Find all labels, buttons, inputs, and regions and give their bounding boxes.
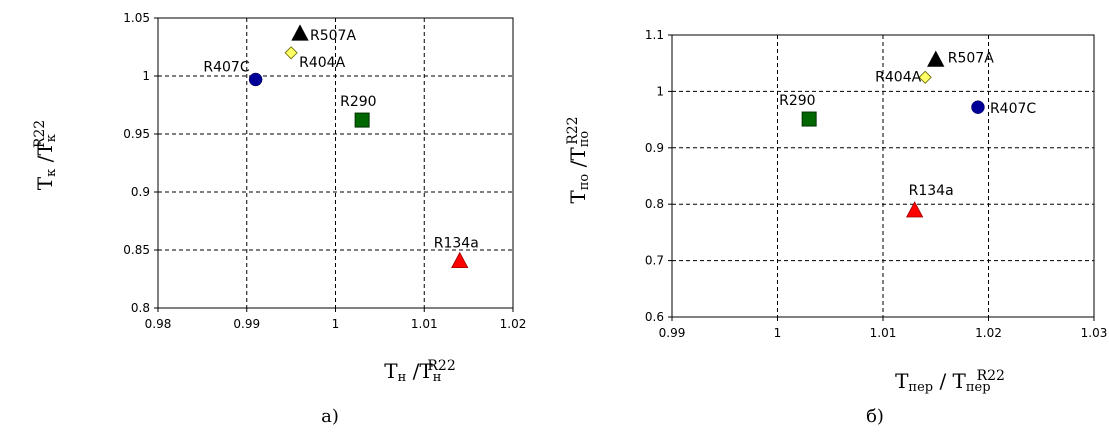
point-marker bbox=[285, 47, 297, 59]
chart-a: 0.98 0.99 1 1.01 1.02 0.8 0.85 0.9 0.95 1 1.05 R507… bbox=[32, 11, 526, 427]
y-axis-title-sub: к bbox=[44, 169, 59, 177]
point-label: R407C bbox=[990, 101, 1036, 117]
data-point-r407c: R407C bbox=[971, 101, 1036, 118]
point-label: R134a bbox=[909, 183, 954, 199]
data-point-r507a: R507A bbox=[292, 25, 356, 44]
point-label: R404A bbox=[299, 55, 345, 71]
point-label: R290 bbox=[779, 93, 815, 109]
x-tick-label: 1.01 bbox=[870, 326, 897, 340]
x-axis-title-sub: н bbox=[398, 370, 407, 385]
y-tick-label: 0.95 bbox=[123, 127, 150, 141]
point-label: R404A bbox=[875, 69, 921, 85]
y-tick-label: 0.9 bbox=[131, 185, 150, 199]
x-axis-title: Tпер / TперR22 bbox=[895, 368, 1005, 395]
y-tick-label: 0.8 bbox=[131, 301, 150, 315]
data-point-r407c: R407C bbox=[203, 59, 262, 86]
point-marker bbox=[249, 73, 262, 86]
x-axis-title-sup: R22 bbox=[977, 368, 1005, 384]
point-label: R407C bbox=[203, 59, 249, 75]
point-label: R507A bbox=[948, 50, 994, 66]
y-tick-label: 0.6 bbox=[645, 310, 664, 324]
data-point-r404a: R404A bbox=[285, 47, 345, 71]
point-label: R134a bbox=[434, 236, 479, 252]
x-axis-title-sep: / T bbox=[933, 369, 966, 393]
y-tick-label: 0.8 bbox=[645, 197, 664, 211]
y-tick-label: 1 bbox=[656, 84, 664, 98]
y-tick-label: 0.9 bbox=[645, 141, 664, 155]
data-point-r507a: R507A bbox=[928, 50, 994, 66]
y-axis-title-sup: R22 bbox=[565, 116, 581, 144]
y-tick-label: 0.7 bbox=[645, 254, 664, 268]
y-axis-title-main: T bbox=[33, 176, 57, 190]
point-marker bbox=[928, 51, 944, 66]
chart-b: 0.99 1 1.01 1.02 1.03 0.6 0.7 0.8 0.9 1 1.1 R507A R4… bbox=[565, 28, 1107, 427]
point-marker bbox=[971, 101, 984, 114]
x-tick-label: 1 bbox=[774, 326, 782, 340]
x-tick-label: 0.99 bbox=[233, 317, 260, 331]
y-axis-title-main: T bbox=[566, 190, 590, 204]
figure-caption: б) bbox=[866, 406, 884, 427]
x-tick-label: 1.02 bbox=[500, 317, 527, 331]
x-axis-title-main: T bbox=[384, 359, 398, 383]
y-axis-title: Tпо /TпоR22 bbox=[565, 116, 592, 203]
y-axis-title-sup: R22 bbox=[32, 120, 48, 148]
point-marker bbox=[802, 112, 816, 126]
x-axis-title-sub: пер bbox=[908, 380, 933, 395]
x-tick-label: 1.01 bbox=[411, 317, 438, 331]
point-marker bbox=[292, 25, 308, 40]
y-tick-label: 1 bbox=[142, 69, 150, 83]
data-point-r134a: R134a bbox=[907, 183, 954, 217]
y-tick-label: 0.85 bbox=[123, 243, 150, 257]
point-label: R290 bbox=[340, 94, 376, 110]
y-axis-title-sep: /T bbox=[566, 147, 590, 174]
y-tick-label: 1.05 bbox=[123, 11, 150, 25]
y-axis-title-sub: по bbox=[577, 174, 592, 191]
point-marker bbox=[452, 253, 468, 268]
point-marker bbox=[355, 113, 369, 127]
data-point-r404a: R404A bbox=[875, 69, 931, 85]
data-point-r290: R290 bbox=[779, 93, 816, 126]
y-tick-label: 1.1 bbox=[645, 28, 664, 42]
x-tick-label: 0.99 bbox=[659, 326, 686, 340]
x-tick-label: 0.98 bbox=[145, 317, 172, 331]
x-axis-title: Tн /TнR22 bbox=[384, 358, 455, 385]
x-axis-title-sup: R22 bbox=[427, 358, 455, 374]
figure-caption: а) bbox=[321, 406, 339, 427]
x-tick-label: 1 bbox=[332, 317, 340, 331]
x-tick-label: 1.03 bbox=[1081, 326, 1108, 340]
y-axis-title: Tк /TкR22 bbox=[32, 120, 59, 190]
data-point-r290: R290 bbox=[340, 94, 376, 127]
point-label: R507A bbox=[310, 28, 356, 44]
x-tick-label: 1.02 bbox=[975, 326, 1002, 340]
data-point-r134a: R134a bbox=[434, 236, 479, 268]
x-axis-title-main: T bbox=[895, 369, 909, 393]
